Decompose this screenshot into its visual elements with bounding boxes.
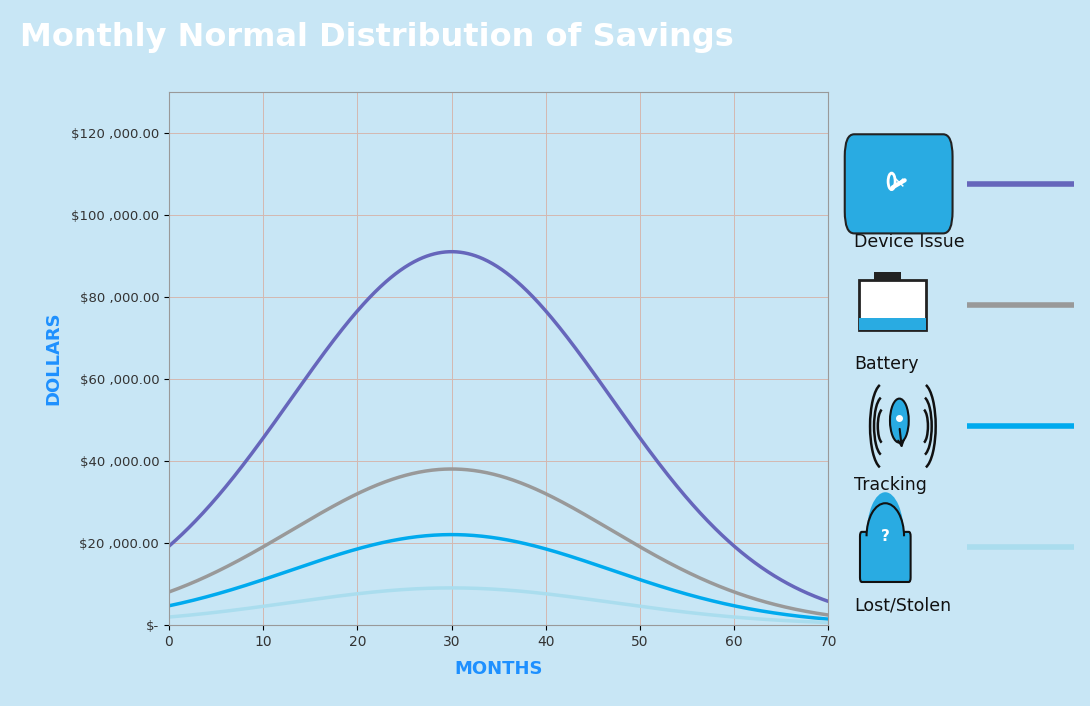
- FancyArrowPatch shape: [893, 180, 905, 187]
- Text: Tracking: Tracking: [855, 476, 926, 493]
- FancyBboxPatch shape: [859, 318, 925, 330]
- Text: ✕: ✕: [893, 176, 905, 191]
- Circle shape: [889, 399, 909, 443]
- Text: Battery: Battery: [855, 354, 919, 373]
- FancyBboxPatch shape: [859, 280, 925, 330]
- FancyBboxPatch shape: [845, 134, 953, 234]
- FancyBboxPatch shape: [874, 272, 900, 280]
- Text: Device Issue: Device Issue: [855, 234, 965, 251]
- X-axis label: MONTHS: MONTHS: [455, 659, 543, 678]
- Text: ?: ?: [881, 529, 889, 544]
- Text: Monthly Normal Distribution of Savings: Monthly Normal Distribution of Savings: [20, 22, 734, 52]
- Wedge shape: [867, 492, 904, 537]
- Text: Lost/Stolen: Lost/Stolen: [855, 597, 952, 615]
- Y-axis label: DOLLARS: DOLLARS: [45, 311, 62, 405]
- FancyBboxPatch shape: [860, 532, 910, 582]
